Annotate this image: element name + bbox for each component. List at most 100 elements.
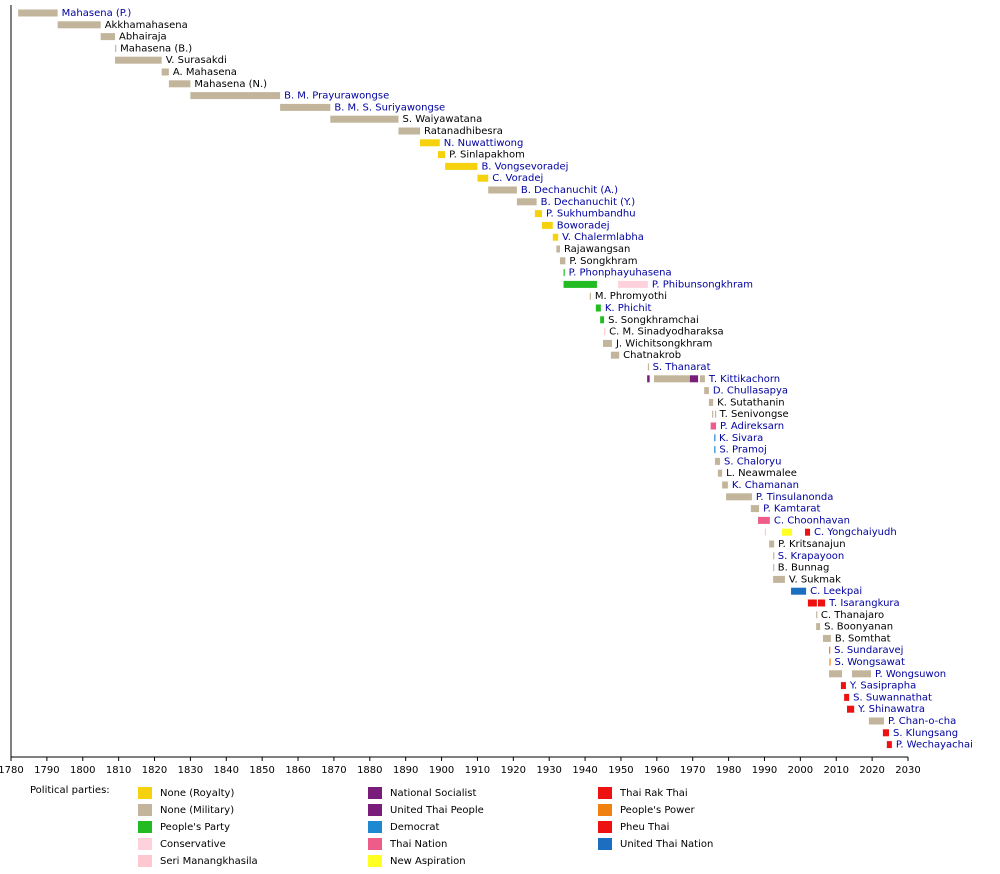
- legend-label: Pheu Thai: [620, 822, 669, 833]
- pm-name[interactable]: C. Leekpai: [810, 586, 862, 597]
- pm-name[interactable]: V. Chalermlabha: [562, 232, 644, 243]
- term-bar: [600, 316, 605, 324]
- pm-name[interactable]: P. Adireksarn: [720, 421, 784, 432]
- pm-name[interactable]: B. Dechanuchit (A.): [521, 185, 618, 196]
- pm-name[interactable]: Boworadej: [557, 220, 610, 231]
- term-bar: [516, 198, 537, 206]
- x-tick-label: 1810: [106, 765, 131, 776]
- legend-label: United Thai People: [390, 805, 484, 816]
- pm-name[interactable]: S. Krapayoon: [778, 551, 844, 562]
- term-bar: [534, 210, 543, 218]
- pm-name: C. M. Sinadyodharaksa: [609, 327, 723, 338]
- term-bar: [726, 493, 752, 501]
- pm-name[interactable]: K. Sivara: [719, 433, 763, 444]
- pm-name: Mahasena (B.): [120, 43, 192, 54]
- legend-label: People's Party: [160, 822, 230, 833]
- pm-name[interactable]: T. Kittikachorn: [708, 374, 780, 385]
- x-tick-label: 1800: [70, 765, 95, 776]
- term-bar: [714, 410, 717, 418]
- term-bar: [647, 375, 650, 383]
- term-bar: [556, 245, 560, 253]
- pm-name[interactable]: K. Chamanan: [732, 480, 799, 491]
- term-bar: [764, 528, 767, 536]
- pm-name: V. Surasakdi: [166, 55, 227, 66]
- pm-name: S. Songkhramchai: [608, 315, 699, 326]
- x-tick-label: 1940: [572, 765, 597, 776]
- pm-name[interactable]: T. Isarangkura: [828, 598, 900, 609]
- term-bar: [852, 670, 872, 678]
- term-bar: [822, 634, 831, 642]
- term-bar: [445, 162, 478, 170]
- pm-name[interactable]: S. Chaloryu: [724, 456, 781, 467]
- term-bar: [542, 221, 553, 229]
- term-bar: [115, 56, 162, 64]
- pm-name[interactable]: Y. Shinawatra: [857, 704, 925, 715]
- x-tick-label: 1860: [285, 765, 310, 776]
- pm-name: Chatnakrob: [623, 350, 681, 361]
- term-bar: [710, 422, 717, 430]
- pm-name: M. Phromyothi: [595, 291, 667, 302]
- pm-name: J. Wichitsongkhram: [615, 338, 712, 349]
- x-tick-label: 2000: [788, 765, 813, 776]
- legend-swatch: [138, 821, 152, 833]
- x-tick-label: 1900: [429, 765, 454, 776]
- pm-name[interactable]: B. M. Prayurawongse: [284, 91, 389, 102]
- pm-name: Rajawangsan: [564, 244, 630, 255]
- term-bar: [847, 705, 855, 713]
- legend-swatch: [368, 855, 382, 867]
- term-bar: [563, 280, 597, 288]
- term-bar: [791, 587, 807, 595]
- term-bar: [589, 292, 591, 300]
- legend-swatch: [368, 804, 382, 816]
- term-bar: [750, 505, 760, 513]
- term-bar: [420, 139, 440, 147]
- x-tick-label: 2020: [859, 765, 884, 776]
- pm-name[interactable]: S. Sundaravej: [834, 645, 903, 656]
- pm-name[interactable]: K. Phichit: [605, 303, 652, 314]
- pm-name[interactable]: P. Sukhumbandhu: [546, 209, 636, 220]
- term-bar: [829, 646, 831, 654]
- pm-name[interactable]: S. Suwannathat: [853, 692, 932, 703]
- term-bar: [115, 44, 117, 52]
- pm-name[interactable]: B. Vongsevoradej: [481, 161, 568, 172]
- term-bar: [477, 174, 489, 182]
- pm-name[interactable]: C. Yongchaiyudh: [814, 527, 897, 538]
- pm-name[interactable]: C. Choonhavan: [774, 515, 850, 526]
- legend-swatch: [368, 787, 382, 799]
- pm-name[interactable]: C. Voradej: [492, 173, 543, 184]
- pm-name[interactable]: P. Kamtarat: [763, 504, 820, 515]
- pm-name: A. Mahasena: [173, 67, 237, 78]
- pm-name[interactable]: Mahasena (P.): [62, 8, 132, 19]
- pm-name[interactable]: P. Wongsuwon: [875, 669, 946, 680]
- term-bar: [699, 375, 705, 383]
- term-bar: [844, 693, 850, 701]
- legend-label: United Thai Nation: [620, 839, 713, 850]
- pm-name: B. Somthat: [835, 633, 891, 644]
- pm-name[interactable]: S. Thanarat: [653, 362, 711, 373]
- pm-name[interactable]: P. Phibunsongkhram: [652, 279, 753, 290]
- pm-name[interactable]: B. Dechanuchit (Y.): [541, 197, 636, 208]
- pm-name[interactable]: B. M. S. Suriyawongse: [334, 102, 445, 113]
- pm-name[interactable]: S. Wongsawat: [834, 657, 904, 668]
- term-bar: [758, 516, 770, 524]
- pm-name[interactable]: S. Klungsang: [893, 728, 958, 739]
- legend-label: People's Power: [620, 805, 695, 816]
- legend-label: Seri Manangkhasila: [160, 856, 258, 867]
- term-bar: [717, 469, 723, 477]
- pm-name[interactable]: P. Wechayachai: [896, 740, 973, 751]
- pm-name[interactable]: P. Tinsulanonda: [756, 492, 833, 503]
- pm-name: P. Songkhram: [569, 256, 637, 267]
- term-bar: [618, 280, 648, 288]
- term-bar: [595, 304, 601, 312]
- term-bar: [829, 658, 831, 666]
- legend-swatch: [368, 821, 382, 833]
- pm-name[interactable]: D. Chullasapya: [713, 386, 788, 397]
- pm-name[interactable]: P. Chan-o-cha: [888, 716, 956, 727]
- pm-name[interactable]: P. Phonphayuhasena: [569, 268, 672, 279]
- pm-name[interactable]: N. Nuwattiwong: [444, 138, 524, 149]
- term-bar: [280, 103, 331, 111]
- pm-name[interactable]: Y. Sasiprapha: [849, 681, 916, 692]
- legend-swatch: [598, 821, 612, 833]
- pm-name[interactable]: S. Pramoj: [719, 445, 766, 456]
- legend-label: Democrat: [390, 822, 439, 833]
